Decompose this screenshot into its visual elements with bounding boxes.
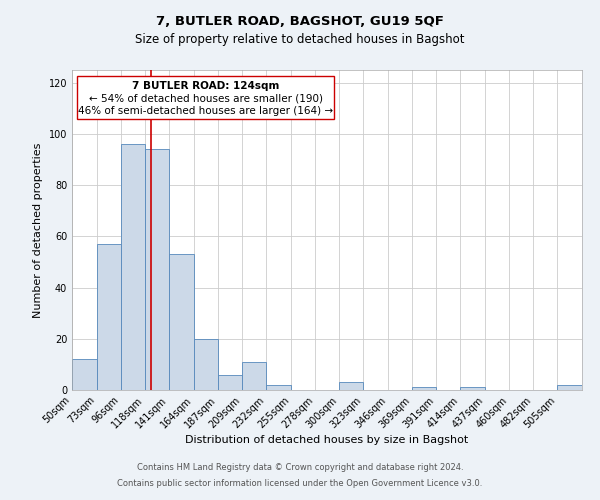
- Text: 46% of semi-detached houses are larger (164) →: 46% of semi-detached houses are larger (…: [79, 106, 334, 116]
- Bar: [460, 388, 485, 390]
- Bar: [339, 382, 363, 390]
- Bar: [121, 144, 145, 390]
- Text: ← 54% of detached houses are smaller (190): ← 54% of detached houses are smaller (19…: [89, 94, 323, 104]
- Bar: [169, 254, 194, 390]
- Bar: [77, 76, 334, 118]
- Text: Contains public sector information licensed under the Open Government Licence v3: Contains public sector information licen…: [118, 478, 482, 488]
- X-axis label: Distribution of detached houses by size in Bagshot: Distribution of detached houses by size …: [185, 436, 469, 446]
- Text: Contains HM Land Registry data © Crown copyright and database right 2024.: Contains HM Land Registry data © Crown c…: [137, 464, 463, 472]
- Y-axis label: Number of detached properties: Number of detached properties: [33, 142, 43, 318]
- Bar: [266, 385, 291, 390]
- Bar: [145, 150, 169, 390]
- Text: 7, BUTLER ROAD, BAGSHOT, GU19 5QF: 7, BUTLER ROAD, BAGSHOT, GU19 5QF: [156, 15, 444, 28]
- Bar: [194, 339, 218, 390]
- Bar: [97, 244, 121, 390]
- Bar: [218, 374, 242, 390]
- Bar: [412, 388, 436, 390]
- Bar: [557, 385, 582, 390]
- Text: Size of property relative to detached houses in Bagshot: Size of property relative to detached ho…: [135, 32, 465, 46]
- Bar: [242, 362, 266, 390]
- Text: 7 BUTLER ROAD: 124sqm: 7 BUTLER ROAD: 124sqm: [132, 80, 280, 90]
- Bar: [72, 360, 97, 390]
